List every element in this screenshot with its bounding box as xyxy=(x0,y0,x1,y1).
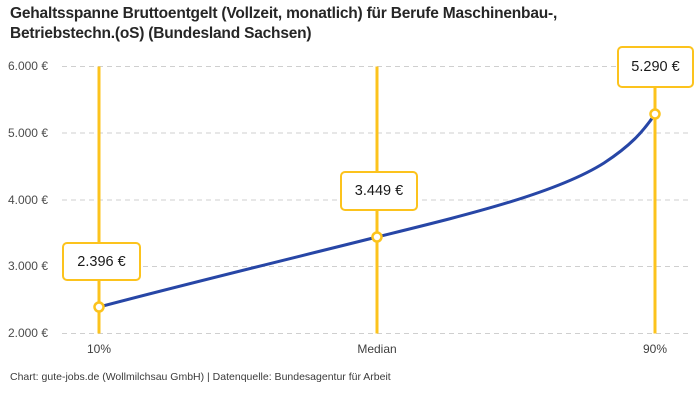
value-label-90: 5.290 € xyxy=(617,46,694,88)
chart-title-line-2: Betriebstechn.(oS) (Bundesland Sachsen) xyxy=(10,24,312,42)
value-label-median: 3.449 € xyxy=(340,171,418,211)
y-axis-label-2000: 2.000 € xyxy=(7,326,48,340)
value-label-10: 2.396 € xyxy=(62,242,141,281)
data-points xyxy=(93,108,661,313)
salary-curve xyxy=(97,112,657,309)
y-axis-label-6000: 6.000 € xyxy=(7,59,48,73)
chart-title-line-1: Gehaltsspanne Bruttoentgelt (Vollzeit, m… xyxy=(10,5,558,22)
gridlines xyxy=(62,66,691,334)
y-axis-label-4000: 4.000 € xyxy=(7,193,48,207)
y-axis-label-3000: 3.000 € xyxy=(7,259,48,273)
chart-title: Gehaltsspanne Bruttoentgelt (Vollzeit, m… xyxy=(10,4,670,43)
x-axis-label-10: 10% xyxy=(86,342,112,356)
x-axis-label-median: Median xyxy=(357,342,397,356)
attribution-text: Chart: gute-jobs.de (Wollmilchsau GmbH) … xyxy=(10,371,391,383)
data-point-90 xyxy=(649,108,661,120)
data-point-10 xyxy=(93,301,105,313)
y-axis-label-5000: 5.000 € xyxy=(7,126,48,140)
x-axis-label-90: 90% xyxy=(642,342,668,356)
data-point-median xyxy=(371,231,383,243)
